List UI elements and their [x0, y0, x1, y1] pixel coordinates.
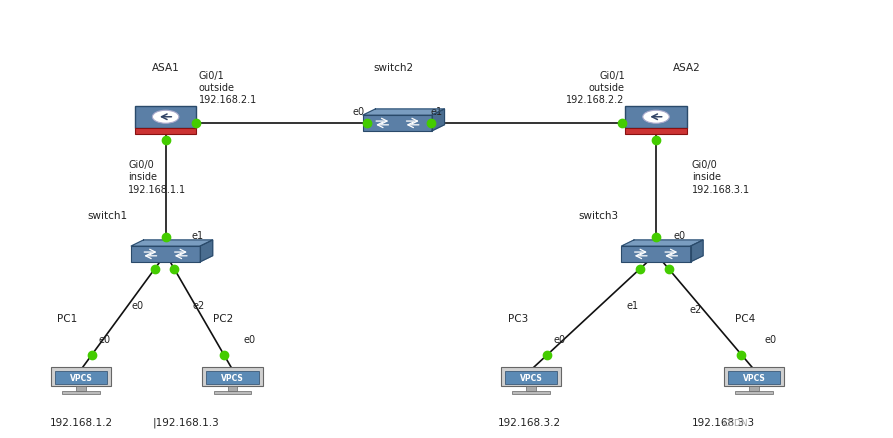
Text: e0: e0 — [764, 336, 777, 346]
Text: Gi0/0
inside
192.168.3.1: Gi0/0 inside 192.168.3.1 — [692, 160, 750, 195]
Text: e0: e0 — [131, 301, 144, 311]
FancyBboxPatch shape — [625, 106, 687, 128]
Text: switch3: switch3 — [578, 211, 618, 221]
FancyBboxPatch shape — [513, 391, 550, 394]
Text: Gi0/1
outside
192.168.2.1: Gi0/1 outside 192.168.2.1 — [198, 71, 257, 106]
Text: 192.168.3.2: 192.168.3.2 — [498, 418, 562, 427]
FancyBboxPatch shape — [203, 367, 263, 386]
Text: Gi0/0
inside
192.168.1.1: Gi0/0 inside 192.168.1.1 — [129, 160, 187, 195]
FancyBboxPatch shape — [76, 386, 86, 391]
Text: VPCS: VPCS — [70, 374, 92, 383]
Text: e1: e1 — [191, 231, 204, 241]
Text: e1: e1 — [626, 301, 638, 311]
Text: VPCS: VPCS — [743, 374, 765, 383]
Text: Gi0/1
outside
192.168.2.2: Gi0/1 outside 192.168.2.2 — [566, 71, 625, 106]
Text: PC2: PC2 — [213, 314, 234, 324]
Text: e0: e0 — [554, 336, 565, 346]
Text: e0: e0 — [674, 231, 686, 241]
Text: VPCS: VPCS — [221, 374, 244, 383]
Text: |192.168.1.3: |192.168.1.3 — [153, 417, 219, 427]
Text: switch2: switch2 — [373, 63, 413, 73]
FancyBboxPatch shape — [501, 367, 562, 386]
Text: PC1: PC1 — [57, 314, 78, 324]
Text: e2: e2 — [689, 305, 701, 315]
Text: ASA2: ASA2 — [673, 63, 701, 73]
Text: e0: e0 — [353, 107, 364, 117]
FancyBboxPatch shape — [131, 246, 200, 262]
FancyBboxPatch shape — [135, 106, 196, 128]
Circle shape — [643, 110, 669, 123]
Text: CSDN: CSDN — [723, 419, 748, 427]
FancyBboxPatch shape — [228, 386, 238, 391]
FancyBboxPatch shape — [749, 386, 759, 391]
Text: e1: e1 — [430, 107, 443, 117]
Polygon shape — [200, 240, 213, 262]
Polygon shape — [363, 109, 445, 115]
FancyBboxPatch shape — [505, 371, 557, 384]
Text: PC4: PC4 — [735, 314, 755, 324]
FancyBboxPatch shape — [622, 246, 690, 262]
FancyBboxPatch shape — [724, 367, 784, 386]
Text: 192.168.3.3: 192.168.3.3 — [692, 418, 755, 427]
FancyBboxPatch shape — [728, 371, 780, 384]
Text: e2: e2 — [192, 301, 204, 311]
Polygon shape — [432, 109, 445, 131]
FancyBboxPatch shape — [51, 367, 111, 386]
Circle shape — [153, 110, 179, 123]
Polygon shape — [131, 240, 213, 246]
Text: VPCS: VPCS — [520, 374, 543, 383]
Polygon shape — [622, 240, 703, 246]
FancyBboxPatch shape — [526, 386, 536, 391]
Text: e0: e0 — [243, 336, 255, 346]
FancyBboxPatch shape — [135, 128, 196, 134]
FancyBboxPatch shape — [625, 128, 687, 134]
FancyBboxPatch shape — [54, 371, 107, 384]
FancyBboxPatch shape — [363, 115, 432, 131]
Text: e0: e0 — [99, 336, 111, 346]
Text: 192.168.1.2: 192.168.1.2 — [50, 418, 113, 427]
Text: switch1: switch1 — [88, 211, 128, 221]
Polygon shape — [690, 240, 703, 262]
FancyBboxPatch shape — [735, 391, 773, 394]
FancyBboxPatch shape — [62, 391, 100, 394]
FancyBboxPatch shape — [206, 371, 259, 384]
Text: PC3: PC3 — [508, 314, 528, 324]
Text: ASA1: ASA1 — [152, 63, 179, 73]
FancyBboxPatch shape — [213, 391, 252, 394]
